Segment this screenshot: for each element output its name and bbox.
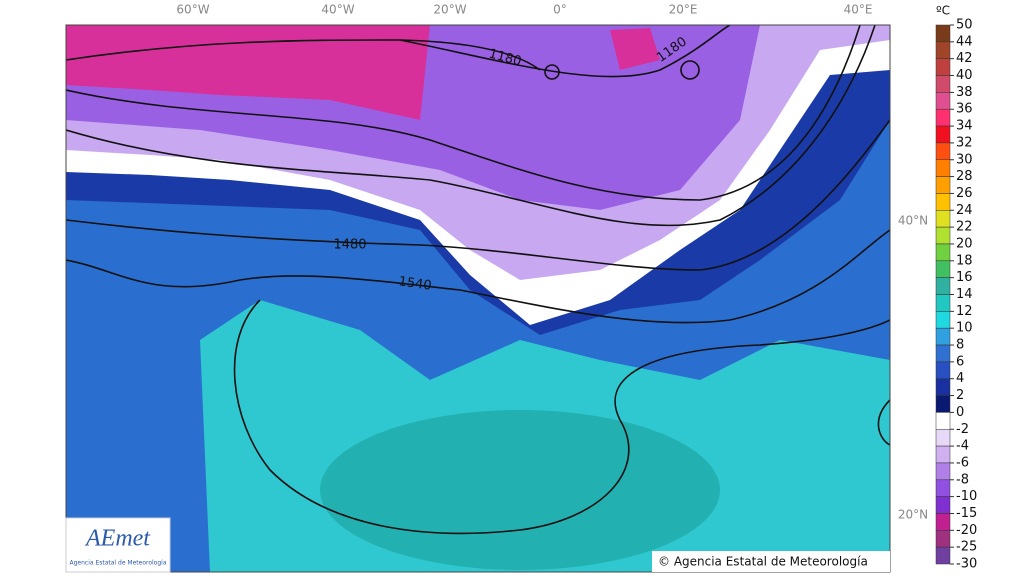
legend-label: 14 xyxy=(956,287,973,302)
legend-swatch xyxy=(935,429,951,447)
legend-label: 16 xyxy=(956,270,973,285)
legend-swatch xyxy=(935,226,951,245)
contour-label: 1540 xyxy=(398,274,433,293)
legend-label: -8 xyxy=(956,472,969,487)
legend-swatch xyxy=(935,294,951,312)
legend-swatch xyxy=(935,92,951,110)
contour-label: 1480 xyxy=(333,238,366,253)
legend-label: 12 xyxy=(956,304,973,319)
legend-label: 34 xyxy=(956,119,973,134)
contour-line xyxy=(66,39,541,71)
legend-swatch xyxy=(935,462,951,481)
legend-swatch xyxy=(935,41,951,59)
legend-label: 0 xyxy=(956,405,964,420)
lon-label: 60°W xyxy=(176,3,209,17)
legend-label: 38 xyxy=(956,85,973,100)
legend-label: -30 xyxy=(956,557,977,572)
legend-label: 8 xyxy=(956,338,964,353)
logo-box xyxy=(65,517,171,573)
lon-label: 40°E xyxy=(844,3,873,17)
legend-swatch xyxy=(935,412,951,430)
legend-swatch xyxy=(935,378,951,396)
arctic-air xyxy=(610,28,660,70)
legend-label: 20 xyxy=(956,236,973,251)
legend-swatch xyxy=(935,176,951,194)
legend-swatch xyxy=(935,108,951,127)
contour-line xyxy=(877,399,890,446)
legend-swatch xyxy=(935,395,951,413)
legend-swatch xyxy=(935,479,951,497)
legend-swatch xyxy=(935,361,951,379)
legend-swatch xyxy=(935,210,951,228)
legend-swatch xyxy=(935,513,951,531)
legend-label: 22 xyxy=(956,220,973,235)
legend-label: 50 xyxy=(956,18,973,33)
legend-label: 2 xyxy=(956,388,964,403)
legend-unit: ºC xyxy=(936,4,950,18)
contour-line xyxy=(680,60,700,80)
legend-swatch xyxy=(935,75,951,93)
contour-line xyxy=(66,25,876,227)
legend-swatch xyxy=(935,530,951,548)
contour-line xyxy=(66,119,890,271)
legend-swatch xyxy=(935,193,951,211)
copyright: © Agencia Estatal de Meteorología xyxy=(658,555,868,569)
lat-label: 40°N xyxy=(898,214,928,228)
legend-swatch xyxy=(935,24,951,43)
legend-label: -6 xyxy=(956,455,969,470)
legend-swatch xyxy=(935,125,951,144)
contour-line xyxy=(544,64,560,80)
legend-label: 30 xyxy=(956,152,973,167)
legend-swatch xyxy=(935,58,951,76)
logo-subtitle: Agencia Estatal de Meteorología xyxy=(70,560,167,567)
lon-label: 20°E xyxy=(669,3,698,17)
legend-swatch xyxy=(935,311,951,329)
legend-label: 24 xyxy=(956,203,973,218)
contour-line xyxy=(66,229,890,324)
legend-swatch xyxy=(935,243,951,262)
logo: AEmet xyxy=(84,526,151,552)
legend-label: -2 xyxy=(956,422,969,437)
legend-label: 42 xyxy=(956,51,973,66)
legend-label: 4 xyxy=(956,371,964,386)
legend-swatch xyxy=(935,496,951,514)
legend-label: 18 xyxy=(956,253,973,268)
legend-label: 10 xyxy=(956,321,973,336)
lon-label: 40°W xyxy=(321,3,354,17)
contour-line xyxy=(399,25,731,78)
legend-label: 26 xyxy=(956,186,973,201)
legend-swatch xyxy=(935,546,951,565)
legend-label: 28 xyxy=(956,169,973,184)
warm-area xyxy=(320,410,720,570)
lat-label: 20°N xyxy=(898,508,928,522)
legend-label: 40 xyxy=(956,68,973,83)
legend-label: -20 xyxy=(956,523,977,538)
legend-label: 44 xyxy=(956,34,973,49)
map-frame xyxy=(65,24,891,573)
legend-swatch xyxy=(935,327,951,346)
legend-label: -10 xyxy=(956,489,977,504)
legend-swatch xyxy=(935,142,951,160)
lon-label: 0° xyxy=(553,3,567,17)
legend-label: -25 xyxy=(956,540,977,555)
map-field xyxy=(66,25,890,572)
contour-line xyxy=(233,299,890,535)
legend-label: 36 xyxy=(956,102,973,117)
legend-swatch xyxy=(935,260,951,278)
contour-line xyxy=(66,25,861,201)
legend-label: 32 xyxy=(956,135,973,150)
legend-label: -4 xyxy=(956,439,969,454)
legend-swatch xyxy=(935,344,951,363)
legend-swatch xyxy=(935,445,951,464)
copyright-box xyxy=(652,551,890,572)
legend-label: 6 xyxy=(956,354,964,369)
legend-label: -15 xyxy=(956,506,977,521)
legend-swatch xyxy=(935,159,951,177)
lon-label: 20°W xyxy=(433,3,466,17)
legend-swatch xyxy=(935,277,951,295)
